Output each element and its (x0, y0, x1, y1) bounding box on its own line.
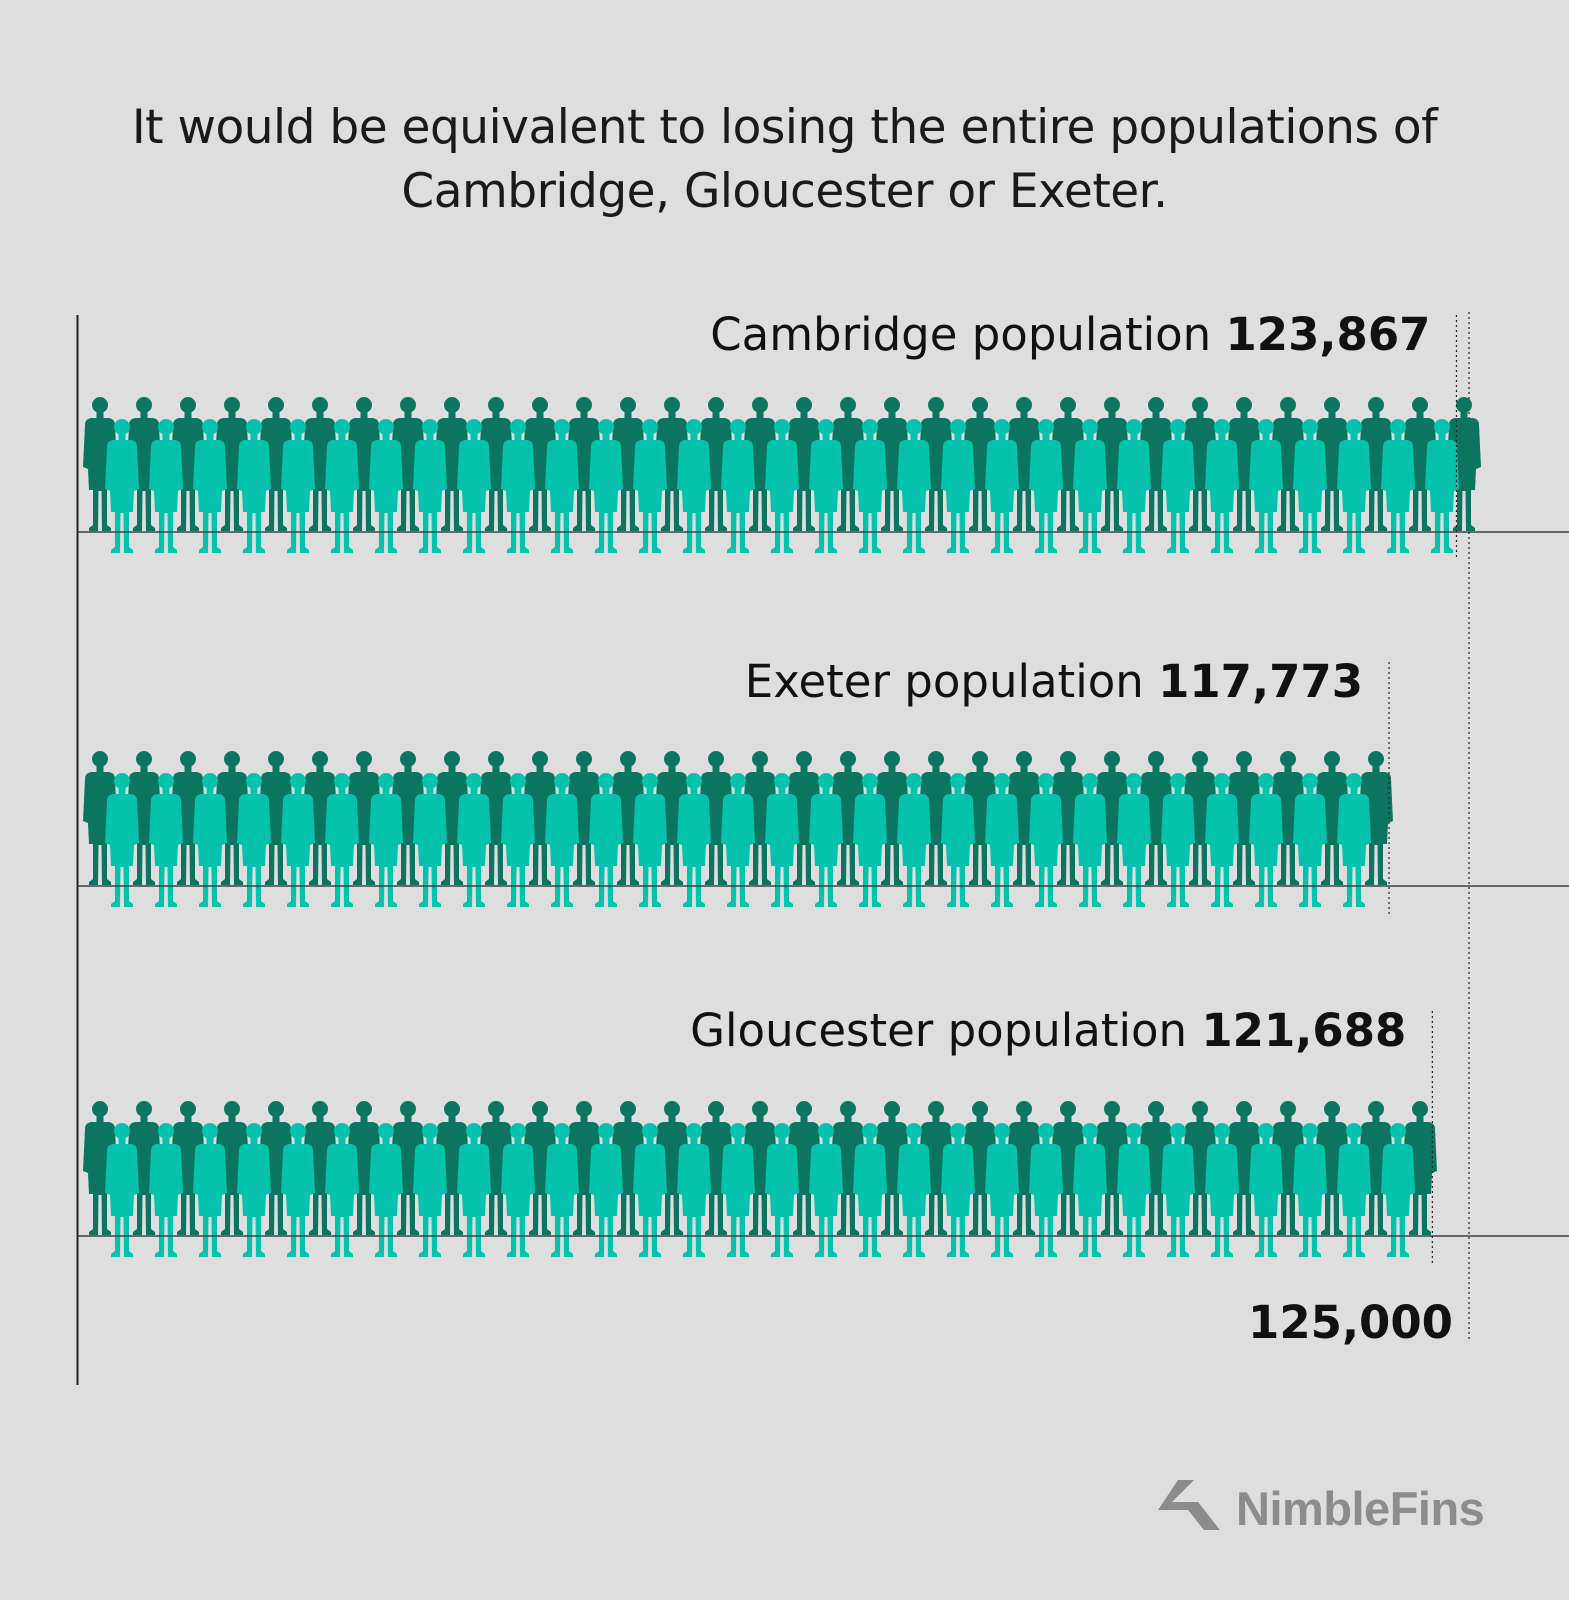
bar-label-value: 117,773 (1158, 655, 1363, 708)
bar-label-value: 123,867 (1225, 308, 1430, 361)
bar-label-value: 121,688 (1201, 1004, 1406, 1057)
bar-label-text: Cambridge population (710, 308, 1225, 361)
bar-label: Cambridge population 123,867 (710, 308, 1430, 361)
nimblefins-chevron-logo-icon (1158, 1480, 1220, 1530)
headline: It would be equivalent to losing the ent… (0, 96, 1569, 224)
bar-cambridge (83, 397, 1481, 553)
bar-label: Gloucester population 121,688 (690, 1004, 1406, 1057)
headline-line-2: Cambridge, Gloucester or Exeter. (401, 164, 1168, 219)
bar-exeter (83, 751, 1393, 907)
bar-label-text: Exeter population (745, 655, 1158, 708)
bar-label-text: Gloucester population (690, 1004, 1201, 1057)
scale-max-label: 125,000 (1248, 1296, 1453, 1349)
bar-gloucester (83, 1101, 1437, 1257)
headline-line-1: It would be equivalent to losing the ent… (131, 100, 1438, 155)
brand-name: NimbleFins (1236, 1481, 1485, 1535)
nimblefins-brand: NimbleFins (1158, 1476, 1485, 1540)
bar-label: Exeter population 117,773 (745, 655, 1363, 708)
